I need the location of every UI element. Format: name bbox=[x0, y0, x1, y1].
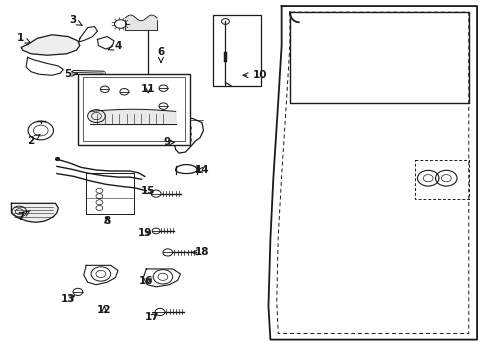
Bar bbox=[86, 173, 134, 214]
Bar bbox=[78, 74, 190, 145]
Text: 1: 1 bbox=[17, 33, 30, 43]
Polygon shape bbox=[21, 35, 80, 55]
Polygon shape bbox=[11, 203, 58, 222]
Text: 3: 3 bbox=[70, 15, 82, 25]
Text: 9: 9 bbox=[163, 138, 174, 147]
Text: 11: 11 bbox=[141, 84, 155, 94]
Text: 2: 2 bbox=[27, 135, 40, 145]
Text: 4: 4 bbox=[108, 41, 122, 50]
Text: 8: 8 bbox=[103, 216, 111, 226]
Text: 17: 17 bbox=[145, 312, 159, 322]
Text: 10: 10 bbox=[243, 70, 267, 80]
Text: 5: 5 bbox=[65, 69, 77, 79]
Text: 12: 12 bbox=[97, 305, 112, 315]
Text: 13: 13 bbox=[61, 294, 75, 304]
Bar bbox=[83, 77, 185, 141]
Text: 7: 7 bbox=[18, 211, 30, 221]
Text: 14: 14 bbox=[195, 165, 209, 175]
Text: 19: 19 bbox=[138, 228, 152, 238]
Bar bbox=[213, 15, 261, 86]
Text: 15: 15 bbox=[141, 186, 155, 197]
Text: 6: 6 bbox=[157, 46, 165, 63]
Text: 18: 18 bbox=[192, 247, 209, 257]
Text: 16: 16 bbox=[139, 276, 153, 286]
